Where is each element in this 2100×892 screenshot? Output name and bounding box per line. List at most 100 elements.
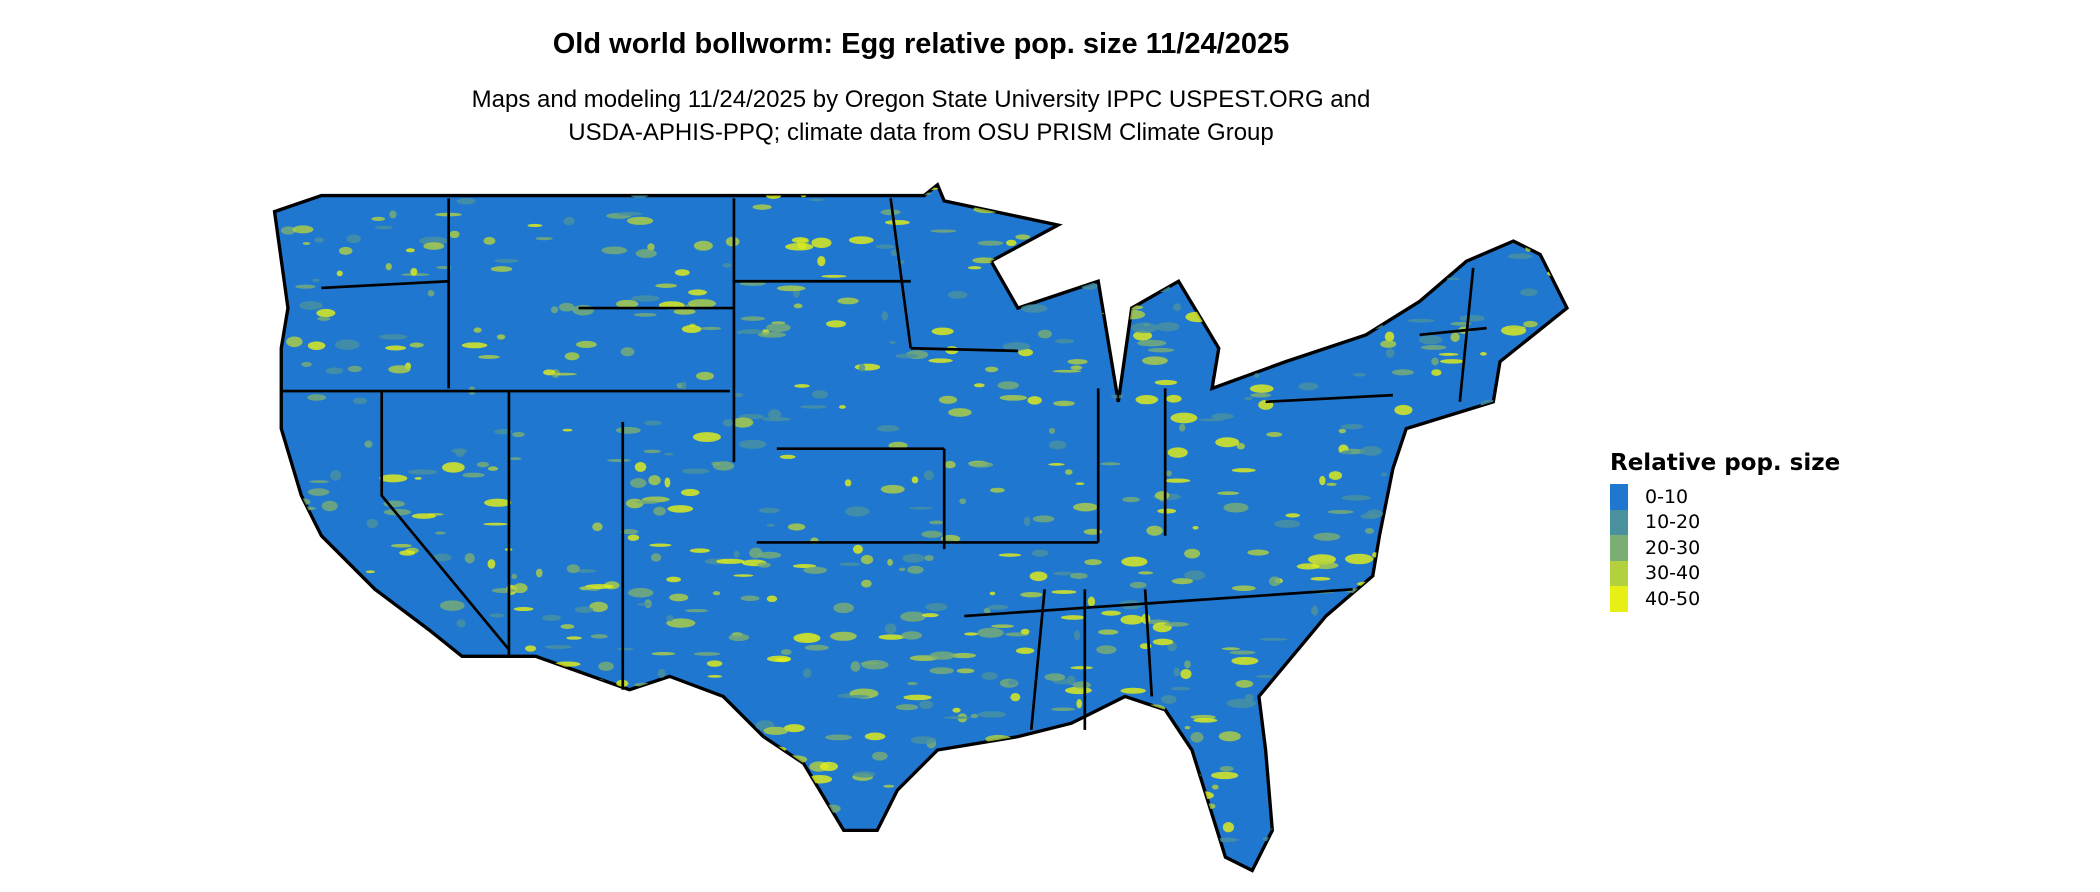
population-patch: [456, 619, 466, 628]
population-patch: [277, 862, 289, 870]
population-patch: [1137, 339, 1167, 347]
population-patch: [378, 861, 403, 869]
population-patch: [1464, 215, 1488, 223]
population-patch: [1201, 184, 1216, 193]
population-patch: [680, 488, 700, 497]
population-patch: [1360, 513, 1380, 520]
population-patch: [410, 267, 418, 276]
population-patch: [464, 553, 475, 564]
population-patch: [1105, 828, 1122, 832]
population-patch: [1421, 345, 1447, 350]
population-patch: [1223, 502, 1249, 513]
population-patch: [1054, 819, 1081, 830]
population-patch: [1439, 508, 1455, 514]
population-patch: [1170, 686, 1191, 691]
population-patch: [1325, 219, 1342, 227]
population-patch: [1211, 413, 1234, 420]
population-patch: [505, 684, 524, 695]
population-patch: [1172, 853, 1199, 862]
population-patch: [924, 554, 934, 562]
population-patch: [1218, 731, 1241, 742]
population-patch: [1438, 352, 1459, 356]
population-patch: [1461, 735, 1471, 743]
population-patch: [1396, 624, 1412, 631]
population-patch: [389, 210, 397, 219]
population-patch: [852, 544, 863, 554]
population-patch: [977, 711, 1007, 718]
population-patch: [1481, 665, 1505, 676]
population-patch: [314, 237, 324, 243]
population-patch: [1459, 185, 1469, 192]
population-patch: [1431, 357, 1439, 366]
population-patch: [461, 342, 488, 349]
population-patch: [1494, 495, 1515, 504]
population-patch: [1480, 399, 1499, 410]
population-patch: [1296, 782, 1305, 792]
population-patch: [274, 687, 284, 698]
legend-swatch: [1610, 535, 1628, 561]
population-patch: [337, 623, 348, 633]
population-patch: [1229, 650, 1256, 655]
legend-item: 40-50: [1610, 586, 1840, 612]
population-patch: [614, 780, 635, 791]
population-patch: [921, 856, 942, 859]
population-patch: [1331, 632, 1343, 636]
population-patch: [1058, 783, 1067, 787]
population-patch: [708, 732, 724, 742]
population-patch: [1006, 239, 1017, 247]
population-patch: [1210, 771, 1239, 780]
population-patch: [274, 843, 288, 852]
population-patch: [957, 850, 984, 857]
population-patch: [379, 334, 408, 340]
population-patch: [388, 365, 411, 374]
population-patch: [1123, 717, 1140, 726]
state-border: [910, 346, 1018, 353]
population-patch: [427, 290, 435, 297]
population-patch: [753, 805, 766, 815]
population-patch: [1523, 320, 1538, 328]
population-patch: [564, 352, 580, 361]
population-patch: [1196, 299, 1207, 304]
population-patch: [1120, 614, 1144, 625]
population-patch: [1250, 393, 1272, 398]
population-patch: [1087, 596, 1096, 607]
population-patch: [1329, 747, 1359, 753]
population-patch: [1256, 236, 1277, 242]
population-patch: [998, 553, 1022, 557]
population-patch: [1364, 288, 1394, 295]
population-patch: [700, 326, 722, 331]
population-patch: [944, 460, 956, 469]
population-patch: [987, 604, 1009, 610]
population-patch: [615, 426, 641, 434]
population-patch: [1029, 571, 1048, 582]
population-patch: [524, 645, 537, 652]
population-patch: [465, 858, 483, 862]
population-patch: [763, 726, 789, 735]
population-patch: [1236, 442, 1245, 450]
population-patch: [489, 613, 505, 618]
population-patch: [1307, 858, 1328, 867]
population-patch: [826, 320, 847, 328]
population-patch: [1501, 784, 1529, 794]
legend-swatch: [1610, 509, 1628, 535]
population-patch: [307, 394, 327, 401]
population-patch: [666, 576, 681, 583]
population-patch: [361, 583, 368, 587]
population-patch: [405, 248, 415, 253]
population-patch: [1508, 432, 1519, 440]
population-patch: [1162, 801, 1175, 808]
population-patch: [1434, 614, 1460, 623]
population-patch: [1310, 607, 1318, 615]
population-patch: [930, 229, 957, 233]
population-patch: [1387, 664, 1411, 669]
population-patch: [1441, 768, 1465, 774]
population-patch: [550, 306, 559, 314]
population-patch: [1110, 394, 1124, 399]
population-patch: [1363, 795, 1371, 802]
population-patch: [1056, 187, 1070, 196]
population-patch: [579, 859, 608, 866]
population-patch: [1528, 666, 1551, 671]
population-patch: [838, 405, 846, 409]
population-patch: [1467, 694, 1487, 699]
population-patch: [1073, 630, 1081, 641]
